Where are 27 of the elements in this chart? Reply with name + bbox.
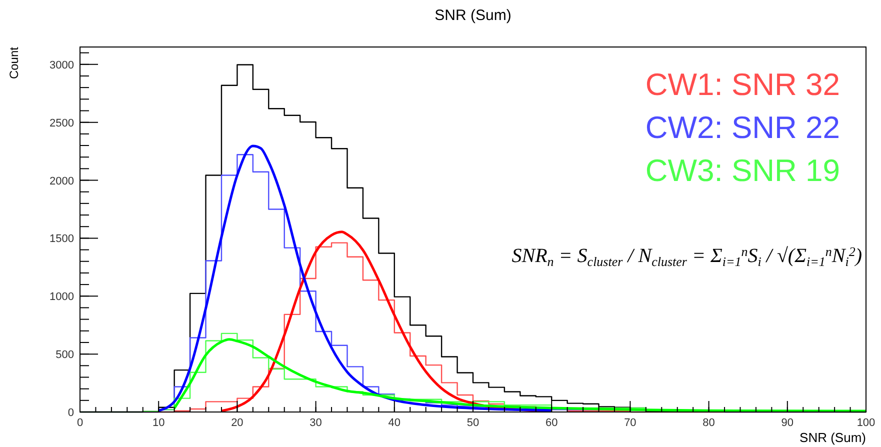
text: CW3: SNR 19 <box>645 153 840 188</box>
x-tick-label: 0 <box>76 417 84 429</box>
x-tick-label: 10 <box>152 417 165 429</box>
x-tick-label: 40 <box>388 417 401 429</box>
x-tick-label: 70 <box>624 417 636 429</box>
x-tick-label: 50 <box>466 417 480 429</box>
chart-title: SNR (Sum) <box>434 7 512 24</box>
text: CW1: SNR 32 <box>645 67 840 102</box>
y-tick-label: 2000 <box>50 175 74 188</box>
y-tick-label: 0 <box>68 407 74 419</box>
y-tick-label: 1500 <box>50 233 74 246</box>
y-axis-title: Count <box>7 46 21 80</box>
x-tick-label: 20 <box>231 417 244 429</box>
text: SNR$_{n}$ = S$_{cluster}$ / N$_{cluster}$ = Σ$_{i=1}$$^{n}$S$_{i}$ / √(Σ$_{i=1}$$^{n}$N$_{i}$$^{2}$) <box>512 244 862 269</box>
y-tick-label: 1000 <box>50 291 74 304</box>
x-axis-title: SNR (Sum) <box>800 430 866 445</box>
x-tick-label: 30 <box>310 417 322 429</box>
y-tick-label: 2500 <box>50 117 74 130</box>
text: CW2: SNR 22 <box>645 110 840 145</box>
y-tick-label: 3000 <box>50 59 74 72</box>
x-tick-label: 60 <box>545 417 558 429</box>
line-series <box>173 338 868 413</box>
y-tick-label: 500 <box>56 349 74 362</box>
x-tick-label: 80 <box>702 417 715 429</box>
x-tick-label: 90 <box>781 417 794 429</box>
x-tick-label: 100 <box>856 417 876 429</box>
line-series <box>157 144 553 412</box>
